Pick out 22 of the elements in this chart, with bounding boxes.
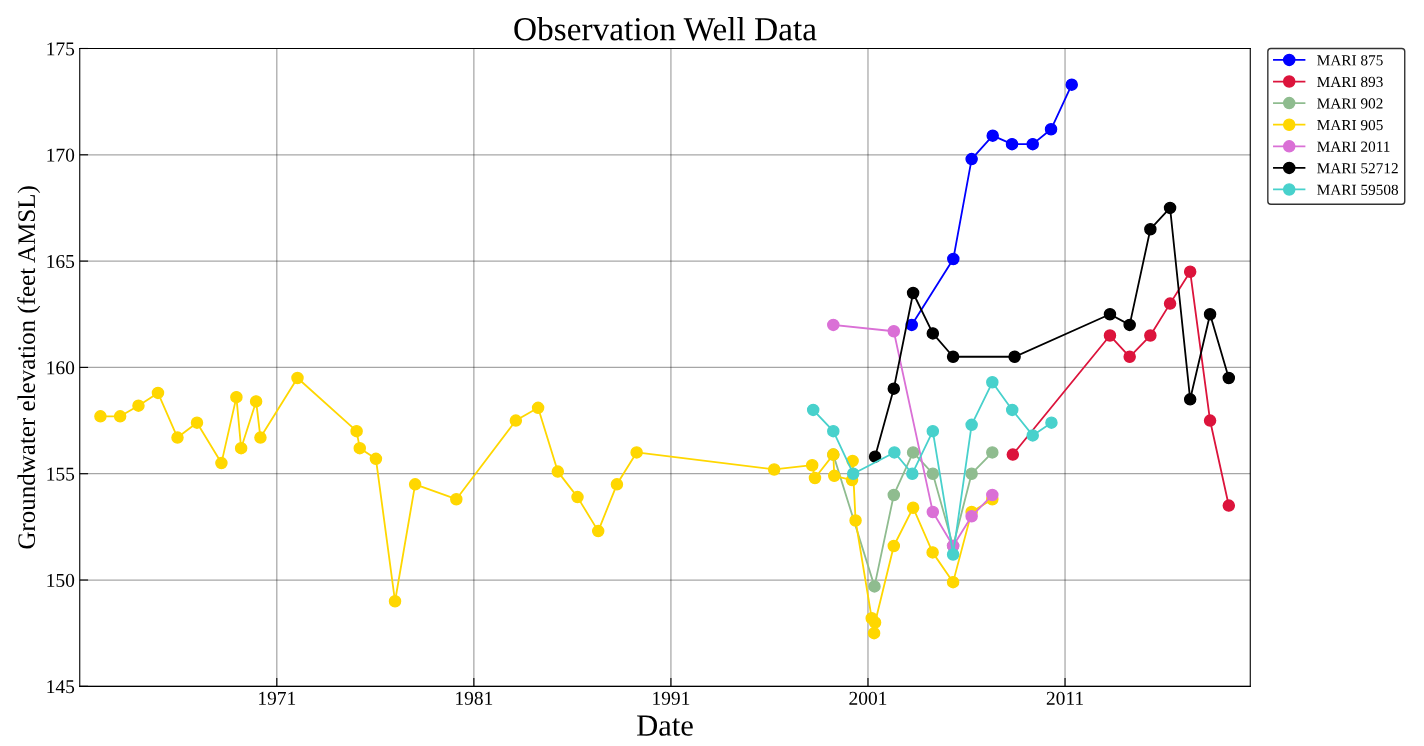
y-tick-label: 145 [47,680,75,694]
legend-label: MARI 2011 [1317,141,1390,152]
y-tick-label: 170 [47,148,75,162]
legend-label: MARI 52712 [1317,163,1398,174]
x-tick-label: 2011 [1046,691,1083,705]
chart-title: Observation Well Data [514,17,817,41]
legend-label: MARI 905 [1317,119,1383,131]
x-tick-label: 2001 [849,691,887,705]
legend-label: MARI 875 [1317,55,1383,66]
y-tick-label: 165 [47,254,75,269]
y-tick-label: 155 [47,467,75,481]
x-axis-title: Date [637,715,693,736]
y-tick-label: 160 [47,361,75,375]
y-axis-title: Groundwater elevation (feet AMSL) [17,186,41,549]
x-tick-label: 1991 [653,691,690,705]
legend-label: MARI 893 [1317,76,1383,88]
legend-label: MARI 59508 [1317,184,1399,195]
y-tick-label: 150 [47,573,75,587]
x-tick-label: 1971 [259,691,296,705]
x-tick-label: 1981 [456,691,493,705]
y-tick-label: 175 [47,42,75,56]
legend-label: MARI 902 [1317,98,1383,109]
